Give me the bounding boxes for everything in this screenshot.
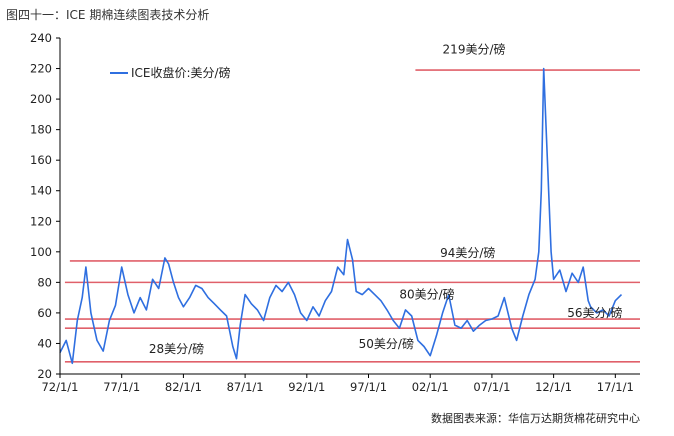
x-tick-label: 02/1/1: [412, 380, 449, 394]
y-tick-label: 180: [30, 123, 52, 137]
chart-title: 图四十一：ICE 期棉连续图表技术分析: [6, 8, 210, 22]
reference-labels: 219美分/磅 94美分/磅 80美分/磅 56美分/磅 50美分/磅 28美分/磅: [149, 41, 623, 356]
y-tick-label: 160: [30, 153, 52, 167]
y-tick-label: 140: [30, 184, 52, 198]
reference-label: 80美分/磅: [399, 286, 454, 301]
x-tick-label: 87/1/1: [227, 380, 264, 394]
axes: 20 40 60 80 100 120 140 160 180 200 220 240 72/1/1 77…: [30, 31, 640, 394]
series-line: [59, 67, 623, 365]
x-tick-label: 07/1/1: [473, 380, 510, 394]
y-tick-label: 100: [30, 245, 52, 259]
source-note: 数据图表来源：华信万达期货棉花研究中心: [431, 412, 640, 425]
x-tick-label: 92/1/1: [288, 380, 325, 394]
reference-label: 94美分/磅: [440, 245, 495, 260]
x-tick-label: 82/1/1: [165, 380, 202, 394]
reference-label: 50美分/磅: [359, 336, 414, 351]
y-tick-label: 80: [37, 275, 52, 289]
x-tick-label: 17/1/1: [597, 380, 634, 394]
x-tick-label: 12/1/1: [535, 380, 572, 394]
y-tick-label: 20: [37, 367, 52, 381]
reference-label: 219美分/磅: [443, 41, 506, 56]
legend-label: ICE收盘价:美分/磅: [131, 65, 231, 80]
x-tick-label: 72/1/1: [41, 380, 78, 394]
series-group: [59, 67, 623, 365]
y-tick-label: 60: [37, 306, 52, 320]
reference-label: 56美分/磅: [567, 305, 622, 320]
y-tick-label: 220: [30, 62, 52, 76]
x-tick-label: 97/1/1: [350, 380, 387, 394]
reference-label: 28美分/磅: [149, 341, 204, 356]
y-tick-label: 40: [37, 336, 52, 350]
reference-lines: [64, 69, 640, 363]
legend: ICE收盘价:美分/磅: [110, 65, 231, 80]
y-tick-label: 240: [30, 31, 52, 45]
y-tick-label: 120: [30, 214, 52, 228]
x-tick-label: 77/1/1: [103, 380, 140, 394]
y-tick-label: 200: [30, 92, 52, 106]
